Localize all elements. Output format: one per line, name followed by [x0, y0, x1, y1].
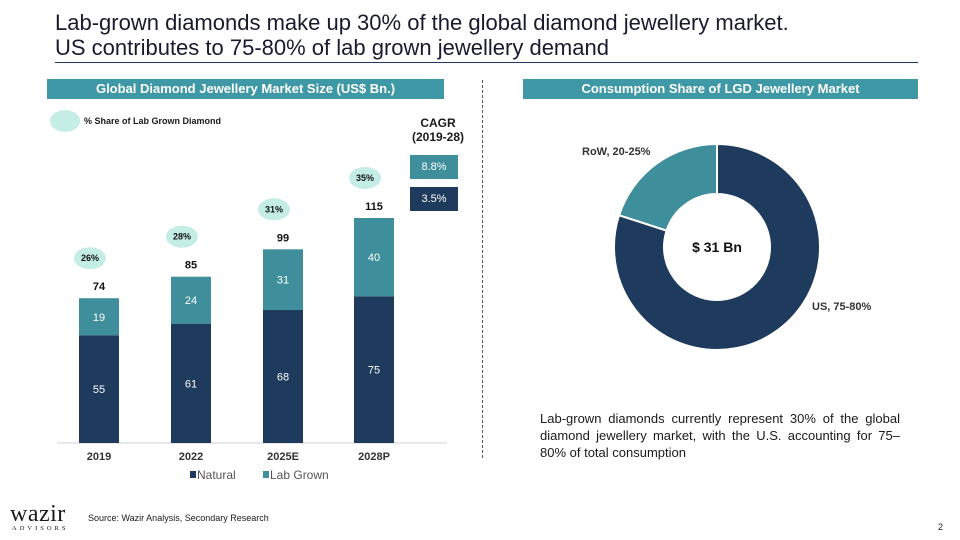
x-tick-2022: 2022	[179, 451, 203, 463]
donut-center-label: $ 31 Bn	[692, 239, 742, 255]
x-tick-2028P: 2028P	[358, 451, 390, 463]
share-label-2028P: 35%	[356, 173, 374, 183]
pie-chart-header: Consumption Share of LGD Jewellery Marke…	[523, 79, 918, 99]
bar-lab-grown-2019	[79, 298, 119, 336]
value-label-natural-2019: 55	[93, 384, 105, 396]
cagr-title-line1: CAGR	[420, 116, 456, 130]
x-tick-2019: 2019	[87, 451, 111, 463]
wazir-logo-subtitle: ADVISORS	[12, 525, 69, 532]
bar-chart: 55 19 74 26% 2019 61 24 85 28% 2022 68 31 99 31% 2025E…	[57, 167, 447, 482]
share-legend-label: % Share of Lab Grown Diamond	[84, 116, 222, 126]
share-bubble-2019	[74, 247, 106, 270]
legend-swatch-lab-grown	[263, 471, 269, 478]
share-legend: % Share of Lab Grown Diamond	[50, 110, 221, 132]
total-label-2025E: 99	[277, 232, 289, 244]
share-label-2022: 28%	[173, 232, 191, 242]
legend-swatch-natural	[190, 471, 196, 478]
legend-label-natural: Natural	[197, 468, 236, 482]
bar-natural-2019	[79, 335, 119, 443]
share-bubble-2022	[166, 225, 198, 248]
cagr-title-line2: (2019-28)	[411, 130, 465, 144]
bar-chart-header: Global Diamond Jewellery Market Size (US…	[47, 79, 444, 99]
share-legend-swatch	[50, 110, 80, 132]
slide-title-line2: US contributes to 75-80% of lab grown je…	[55, 35, 609, 60]
value-label-natural-2028P: 75	[368, 365, 380, 377]
x-tick-2025E: 2025E	[267, 451, 299, 463]
value-label-lab-grown-2022: 24	[185, 295, 197, 307]
share-label-2019: 26%	[81, 253, 99, 263]
source-note: Source: Wazir Analysis, Secondary Resear…	[88, 513, 269, 523]
cagr-title: CAGR (2019-28)	[400, 116, 476, 144]
summary-text: Lab-grown diamonds currently represent 3…	[540, 411, 900, 460]
share-bubble-2028P	[349, 167, 381, 189]
total-label-2019: 74	[93, 281, 106, 293]
value-label-natural-2025E: 68	[277, 371, 289, 383]
wazir-logo: wazir	[10, 501, 66, 527]
donut-label-us: US, 75-80%	[812, 301, 872, 313]
cagr-natural-box: 3.5%	[410, 187, 458, 211]
slide-title-line1: Lab-grown diamonds make up 30% of the gl…	[55, 10, 789, 35]
total-label-2022: 85	[185, 260, 197, 272]
bar-lab-grown-2028P	[354, 218, 394, 297]
share-label-2025E: 31%	[265, 204, 283, 214]
bar-lab-grown-2022	[171, 276, 211, 324]
slide-title: Lab-grown diamonds make up 30% of the gl…	[55, 10, 789, 60]
bar-lab-grown-2025E	[263, 249, 303, 310]
value-label-lab-grown-2028P: 40	[368, 252, 380, 264]
legend-label-lab-grown: Lab Grown	[270, 468, 329, 482]
share-bubble-2025E	[258, 198, 290, 221]
bar-natural-2022	[171, 323, 211, 443]
donut-chart: US, 75-80% RoW, 20-25% $ 31 Bn	[582, 142, 872, 351]
bar-natural-2028P	[354, 296, 394, 443]
donut-label-row: RoW, 20-25%	[582, 146, 651, 158]
title-rule	[55, 62, 918, 63]
bar-natural-2025E	[263, 309, 303, 443]
donut-slice-us	[613, 142, 821, 351]
panel-divider	[482, 80, 483, 458]
page-number: 2	[938, 522, 944, 532]
value-label-lab-grown-2025E: 31	[277, 275, 289, 287]
value-label-lab-grown-2019: 19	[93, 312, 105, 324]
cagr-lab-grown-box: 8.8%	[410, 155, 458, 179]
value-label-natural-2022: 61	[185, 378, 197, 390]
total-label-2028P: 115	[365, 201, 383, 213]
donut-slice-row	[617, 142, 718, 232]
